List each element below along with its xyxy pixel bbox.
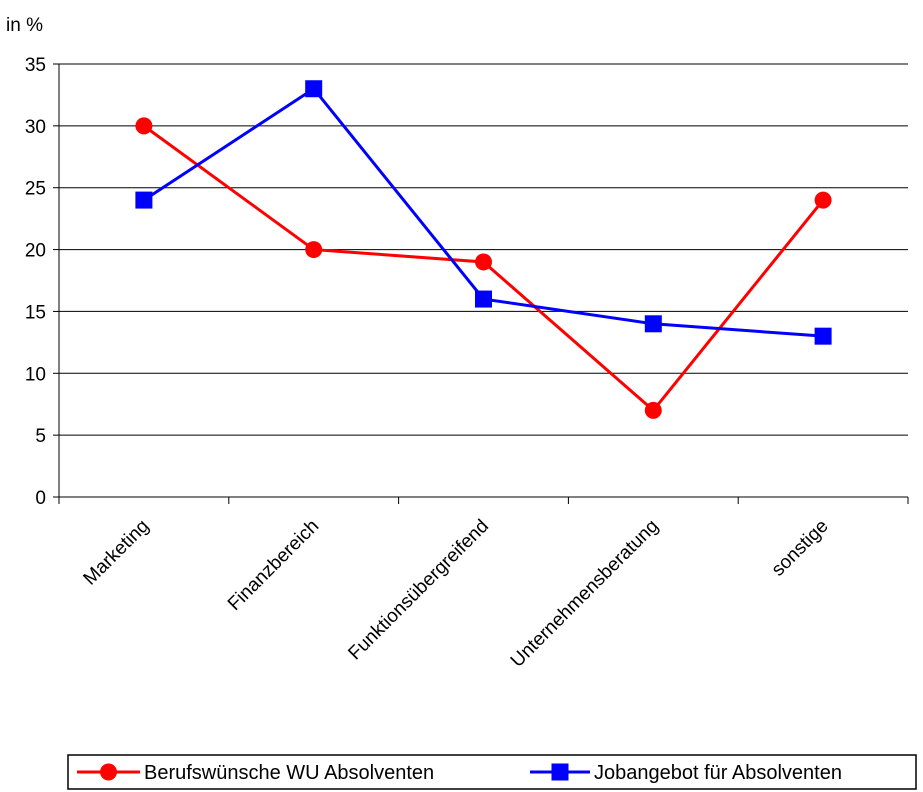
legend-label: Jobangebot für Absolventen bbox=[594, 762, 842, 784]
data-point bbox=[814, 327, 832, 345]
y-tick-label: 10 bbox=[25, 364, 46, 385]
x-tick-label: Finanzbereich bbox=[224, 516, 323, 615]
y-tick-label: 20 bbox=[25, 241, 46, 262]
legend-marker bbox=[551, 763, 569, 781]
data-point bbox=[814, 191, 832, 209]
y-tick-label: 15 bbox=[25, 302, 46, 323]
series-lines bbox=[135, 80, 832, 419]
x-tick-labels: Marketing Finanzbereich Funktionsübergreif… bbox=[80, 516, 833, 672]
x-tick-label: Funktionsübergreifend bbox=[344, 516, 493, 665]
data-point bbox=[475, 253, 492, 271]
legend: Berufswünsche WU Absolventen Jobangebot f… bbox=[67, 754, 917, 790]
legend-label: Berufswünsche WU Absolventen bbox=[144, 762, 434, 784]
legend-marker bbox=[100, 763, 117, 781]
y-axis-label: in % bbox=[6, 15, 43, 36]
y-tick-label: 0 bbox=[35, 488, 46, 509]
data-point bbox=[305, 80, 323, 98]
data-point bbox=[135, 191, 153, 209]
data-point bbox=[305, 241, 323, 259]
x-tick-label: Unternehmensberatung bbox=[507, 516, 663, 672]
x-tick-label: Marketing bbox=[80, 516, 154, 590]
data-point bbox=[475, 290, 492, 308]
x-tick-label: sonstige bbox=[768, 516, 833, 581]
gridlines bbox=[59, 63, 908, 436]
data-point bbox=[135, 117, 153, 135]
y-tick-label: 25 bbox=[25, 179, 46, 200]
y-tick-label: 30 bbox=[25, 117, 46, 138]
axes bbox=[53, 63, 909, 504]
y-tick-labels: 0 5 10 15 20 25 30 35 bbox=[25, 55, 46, 509]
y-tick-label: 5 bbox=[35, 426, 46, 447]
legend-box bbox=[67, 754, 917, 790]
y-tick-label: 35 bbox=[25, 55, 46, 76]
data-point bbox=[644, 401, 662, 419]
data-point bbox=[644, 315, 662, 333]
